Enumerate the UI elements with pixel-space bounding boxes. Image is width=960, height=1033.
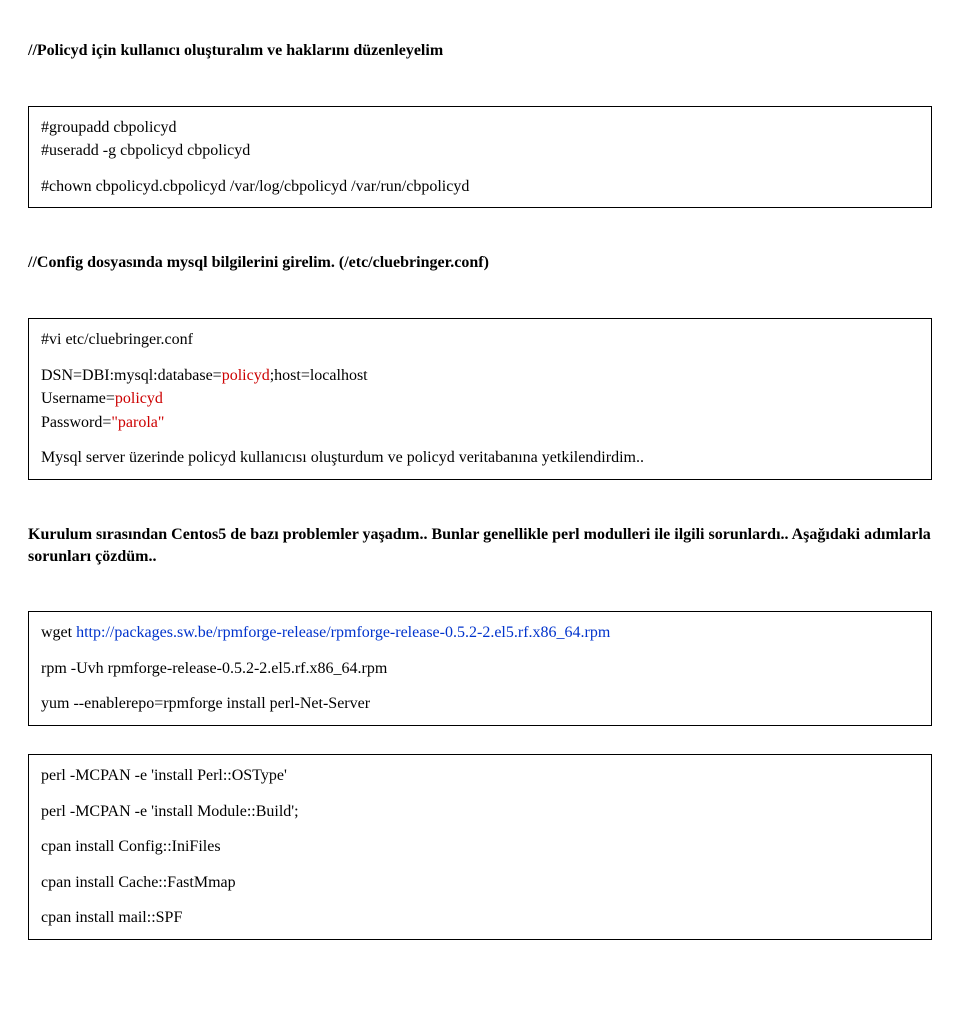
code-note: Mysql server üzerinde policyd kullanıcıs… xyxy=(41,447,919,469)
spacer xyxy=(28,290,932,318)
code-text-red: "parola" xyxy=(111,414,164,431)
code-text: Password= xyxy=(41,414,111,431)
code-line: Username=policyd xyxy=(41,388,919,410)
spacer xyxy=(41,679,919,693)
code-line: #vi etc/cluebringer.conf xyxy=(41,329,919,351)
code-text: ;host=localhost xyxy=(270,367,368,384)
spacer xyxy=(41,351,919,365)
code-line: #useradd -g cbpolicyd cbpolicyd xyxy=(41,140,919,162)
spacer xyxy=(28,726,932,754)
spacer xyxy=(41,822,919,836)
code-text: wget xyxy=(41,624,76,641)
code-line: perl -MCPAN -e 'install Module::Build'; xyxy=(41,801,919,823)
code-link: http://packages.sw.be/rpmforge-release/r… xyxy=(76,624,610,641)
spacer xyxy=(28,208,932,236)
code-line: cpan install Config::IniFiles xyxy=(41,836,919,858)
code-line: wget http://packages.sw.be/rpmforge-rele… xyxy=(41,622,919,644)
section3-box: wget http://packages.sw.be/rpmforge-rele… xyxy=(28,611,932,726)
section3-paragraph: Kurulum sırasından Centos5 de bazı probl… xyxy=(28,524,932,567)
code-text-red: policyd xyxy=(222,367,270,384)
code-text: DSN=DBI:mysql:database= xyxy=(41,367,222,384)
section2-box: #vi etc/cluebringer.conf DSN=DBI:mysql:d… xyxy=(28,318,932,480)
code-line: perl -MCPAN -e 'install Perl::OSType' xyxy=(41,765,919,787)
code-line: cpan install Cache::FastMmap xyxy=(41,872,919,894)
spacer xyxy=(41,162,919,176)
code-line: cpan install mail::SPF xyxy=(41,907,919,929)
code-text: Username= xyxy=(41,390,115,407)
spacer xyxy=(41,433,919,447)
code-line: rpm -Uvh rpmforge-release-0.5.2-2.el5.rf… xyxy=(41,658,919,680)
spacer xyxy=(41,858,919,872)
spacer xyxy=(41,787,919,801)
code-line: DSN=DBI:mysql:database=policyd;host=loca… xyxy=(41,365,919,387)
spacer xyxy=(41,893,919,907)
code-line: yum --enablerepo=rpmforge install perl-N… xyxy=(41,693,919,715)
spacer xyxy=(28,480,932,508)
spacer xyxy=(28,78,932,106)
section1-heading: //Policyd için kullanıcı oluşturalım ve … xyxy=(28,40,932,62)
code-line: #groupadd cbpolicyd xyxy=(41,117,919,139)
code-line: Password="parola" xyxy=(41,412,919,434)
section1-box: #groupadd cbpolicyd #useradd -g cbpolicy… xyxy=(28,106,932,209)
code-text-red: policyd xyxy=(115,390,163,407)
spacer xyxy=(28,583,932,611)
section4-box: perl -MCPAN -e 'install Perl::OSType' pe… xyxy=(28,754,932,940)
section2-heading: //Config dosyasında mysql bilgilerini gi… xyxy=(28,252,932,274)
code-line: #chown cbpolicyd.cbpolicyd /var/log/cbpo… xyxy=(41,176,919,198)
spacer xyxy=(41,644,919,658)
